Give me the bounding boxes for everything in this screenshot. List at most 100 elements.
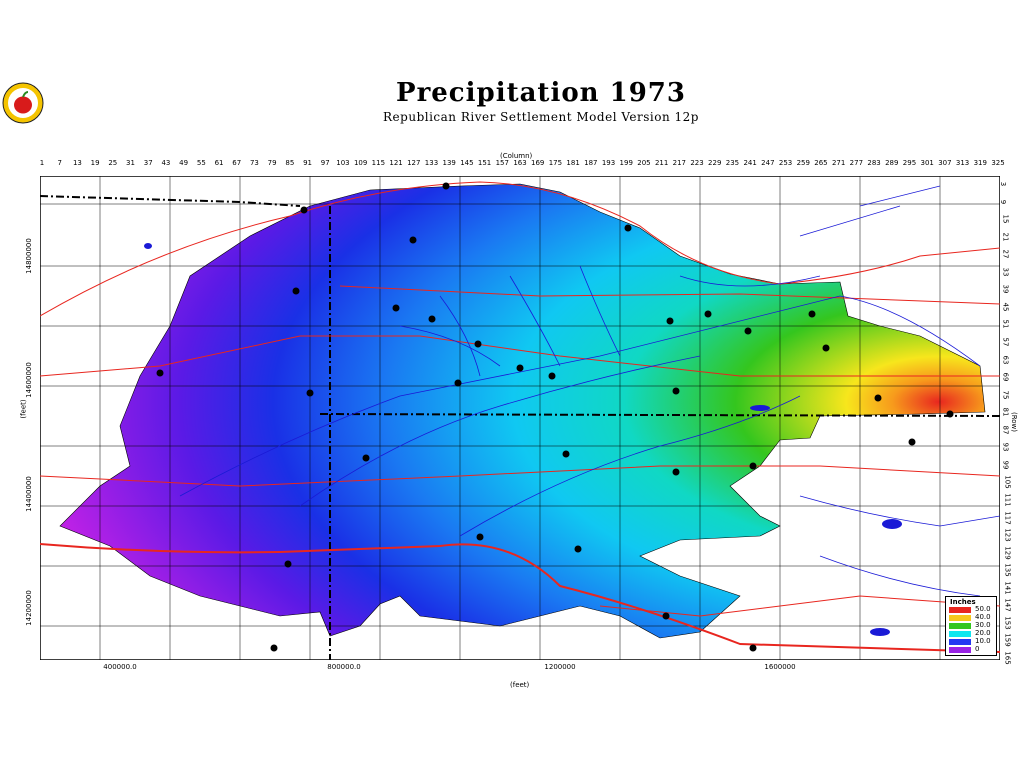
row-tick-label: 21 <box>1001 232 1010 242</box>
row-tick-label: 93 <box>1001 442 1010 452</box>
row-tick-label: 147 <box>1003 598 1012 613</box>
row-tick-label: 27 <box>1001 249 1010 259</box>
row-axis-title: (Row) <box>1010 411 1019 433</box>
column-tick-label: 211 <box>654 159 669 167</box>
y-tick-label: 14800000 <box>25 238 33 274</box>
row-tick-label: 135 <box>1003 563 1012 577</box>
row-tick-label: 15 <box>1001 214 1010 224</box>
column-tick-label: 277 <box>849 159 864 167</box>
row-tick-label: 159 <box>1003 633 1012 648</box>
legend-swatch <box>949 623 971 629</box>
column-tick-label: 187 <box>584 159 598 167</box>
x-tick-label: 1600000 <box>764 663 796 671</box>
legend-swatch <box>949 631 971 637</box>
county-grid <box>40 176 1000 660</box>
column-tick-label: 79 <box>267 159 277 167</box>
y-axis-label: (feet) <box>19 399 28 419</box>
y-tick-label: 14600000 <box>25 362 33 398</box>
legend-swatch <box>949 615 971 621</box>
legend-label: 0 <box>975 645 980 653</box>
reservoirs <box>144 243 902 636</box>
column-tick-label: 151 <box>477 159 492 167</box>
column-tick-label: 103 <box>336 159 350 167</box>
y-tick-label: 14400000 <box>25 476 33 512</box>
column-tick-label: 175 <box>548 159 563 167</box>
column-tick-label: 139 <box>442 159 456 167</box>
y-tick-label: 14200000 <box>25 590 33 626</box>
legend-item: 40.0 <box>949 613 995 622</box>
column-tick-label: 37 <box>143 159 153 167</box>
column-tick-label: 115 <box>371 159 386 167</box>
precipitation-map <box>40 176 1000 660</box>
row-tick-label: 45 <box>1001 302 1010 312</box>
row-tick-label: 123 <box>1003 528 1012 542</box>
column-tick-label: 253 <box>778 159 793 167</box>
column-tick-label: 121 <box>389 159 403 167</box>
column-tick-label: 241 <box>743 159 757 167</box>
column-tick-label: 259 <box>796 159 810 167</box>
legend-label: 20.0 <box>975 629 991 637</box>
streams <box>179 185 1000 597</box>
column-tick-label: 223 <box>690 159 704 167</box>
column-tick-label: 43 <box>161 159 171 167</box>
legend-item: 10.0 <box>949 637 995 646</box>
column-tick-label: 7 <box>57 159 62 167</box>
column-tick-label: 289 <box>885 159 899 167</box>
column-tick-label: 325 <box>991 159 1005 167</box>
column-tick-label: 85 <box>285 159 295 167</box>
column-tick-label: 205 <box>637 159 651 167</box>
legend-item: 0 <box>949 645 995 654</box>
station-points <box>156 182 954 652</box>
row-tick-label: 111 <box>1003 493 1012 507</box>
row-tick-label: 81 <box>1001 407 1010 417</box>
column-tick-label: 271 <box>831 159 846 167</box>
legend-label: 10.0 <box>975 637 991 645</box>
column-tick-label: 19 <box>90 159 100 167</box>
row-tick-label: 99 <box>1001 460 1010 470</box>
column-tick-label: 313 <box>955 159 970 167</box>
row-tick-label: 87 <box>1001 425 1010 435</box>
row-tick-label: 33 <box>1001 267 1010 277</box>
column-tick-label: 67 <box>232 159 242 167</box>
column-tick-label: 31 <box>126 159 135 167</box>
legend-label: 50.0 <box>975 605 991 613</box>
row-tick-label: 129 <box>1003 545 1012 560</box>
column-axis-title: (Column) <box>500 152 533 160</box>
column-tick-label: 169 <box>531 159 545 167</box>
column-tick-label: 229 <box>708 159 722 167</box>
column-tick-label: 133 <box>424 159 439 167</box>
row-tick-label: 165 <box>1003 651 1012 665</box>
x-tick-label: 1200000 <box>544 663 576 671</box>
column-tick-label: 145 <box>460 159 474 167</box>
page-subtitle: Republican River Settlement Model Versio… <box>383 110 699 124</box>
page-title: Precipitation 1973 <box>396 78 686 108</box>
state-boundary <box>40 195 1000 660</box>
column-tick-label: 13 <box>72 159 82 167</box>
column-tick-label: 127 <box>407 159 421 167</box>
x-tick-label: 800000.0 <box>327 663 361 671</box>
legend-swatch <box>949 639 971 645</box>
column-tick-label: 181 <box>566 159 580 167</box>
legend-swatch <box>949 607 971 613</box>
column-tick-label: 265 <box>814 159 828 167</box>
legend-label: 40.0 <box>975 613 991 621</box>
x-axis-ticks: 400000.0 800000.0 1200000 1600000 <box>40 663 1000 677</box>
row-tick-label: 69 <box>1001 372 1010 382</box>
row-tick-label: 51 <box>1001 319 1010 329</box>
row-tick-label: 57 <box>1001 337 1010 347</box>
column-axis: 1 7 13 19 25 31 37 43 49 55 61 67 73 79 85 91 97 103 109 11… <box>39 159 1005 171</box>
column-tick-label: 1 <box>39 159 45 167</box>
column-tick-label: 49 <box>179 159 189 167</box>
column-tick-label: 307 <box>938 159 952 167</box>
legend-title: Inches <box>950 598 976 606</box>
column-tick-label: 97 <box>320 159 330 167</box>
legend-label: 30.0 <box>975 621 991 629</box>
column-tick-label: 235 <box>725 159 740 167</box>
apple-logo-icon <box>2 82 44 124</box>
column-tick-label: 283 <box>867 159 881 167</box>
row-tick-label: 63 <box>1001 355 1010 365</box>
legend-item: 30.0 <box>949 621 995 630</box>
column-tick-label: 217 <box>672 159 687 167</box>
row-tick-label: 9 <box>999 199 1008 204</box>
column-tick-label: 55 <box>196 159 206 167</box>
